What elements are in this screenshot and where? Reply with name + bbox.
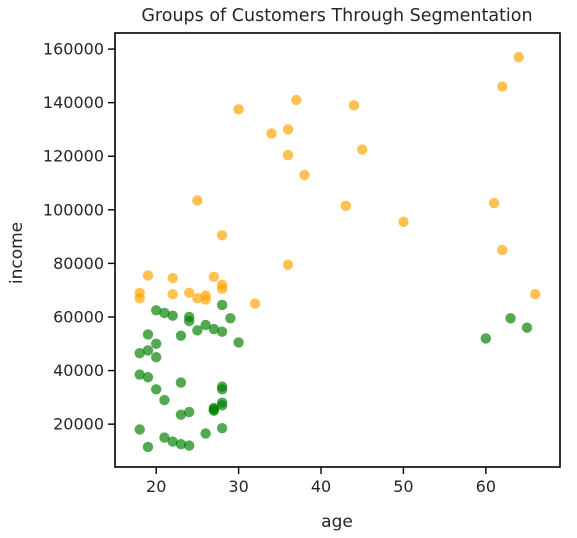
y-axis-label: income xyxy=(7,222,27,284)
data-point-series-0-21 xyxy=(299,169,310,181)
data-point-series-0-25 xyxy=(398,216,409,228)
data-point-series-1-4 xyxy=(142,345,154,356)
data-point-series-1-21 xyxy=(183,315,195,327)
data-point-series-1-7 xyxy=(151,305,162,316)
data-point-series-1-22 xyxy=(183,406,195,418)
data-point-series-0-16 xyxy=(266,128,277,139)
data-point-series-0-12 xyxy=(216,283,228,295)
data-point-series-1-32 xyxy=(216,326,228,337)
data-point-series-1-13 xyxy=(159,432,170,443)
data-point-series-1-30 xyxy=(208,405,220,416)
data-point-series-1-19 xyxy=(175,439,187,450)
data-point-series-0-2 xyxy=(142,270,154,281)
data-point-series-0-20 xyxy=(291,94,302,106)
data-point-series-1-1 xyxy=(134,369,145,380)
y-tick-label: 160000 xyxy=(43,40,104,59)
data-point-series-0-30 xyxy=(530,289,541,300)
data-point-series-0-18 xyxy=(282,149,294,161)
x-tick-label: 60 xyxy=(476,477,496,496)
data-point-series-1-11 xyxy=(159,307,170,319)
data-point-series-1-23 xyxy=(183,440,195,451)
data-point-series-0-27 xyxy=(497,81,508,92)
data-point-series-0-5 xyxy=(183,287,195,299)
y-tick-label: 140000 xyxy=(43,93,104,112)
data-point-series-1-10 xyxy=(151,384,162,395)
data-point-series-1-42 xyxy=(521,322,533,333)
data-point-series-0-22 xyxy=(340,200,351,211)
data-point-series-1-12 xyxy=(159,394,170,406)
data-point-series-1-15 xyxy=(167,436,178,447)
data-point-series-1-8 xyxy=(151,338,162,349)
x-tick-label: 20 xyxy=(146,477,166,496)
y-tick-label: 40000 xyxy=(53,361,104,380)
data-point-series-1-14 xyxy=(167,310,178,321)
x-tick-label: 30 xyxy=(228,477,248,496)
data-point-series-0-1 xyxy=(134,293,145,304)
data-point-series-1-5 xyxy=(142,372,154,383)
data-point-series-0-29 xyxy=(513,51,524,63)
y-tick-label: 100000 xyxy=(43,200,104,219)
data-point-series-1-34 xyxy=(216,384,228,395)
data-point-series-1-26 xyxy=(200,428,211,439)
x-axis-label: age xyxy=(321,512,353,532)
x-tick-label: 50 xyxy=(393,477,413,496)
data-point-series-1-2 xyxy=(134,424,145,435)
y-tick-label: 20000 xyxy=(53,415,104,434)
data-point-series-0-15 xyxy=(249,298,261,309)
data-point-series-0-24 xyxy=(357,144,368,155)
points-layer xyxy=(134,51,541,453)
axes-layer: 20 30 40 50 60 20000 40000 60000 80000 100000 1200… xyxy=(43,32,561,496)
data-point-series-1-27 xyxy=(208,323,220,335)
data-point-series-1-36 xyxy=(216,400,228,411)
data-point-series-1-3 xyxy=(142,329,154,340)
data-point-series-1-39 xyxy=(233,337,244,348)
data-point-series-0-9 xyxy=(200,294,211,305)
data-point-series-1-24 xyxy=(192,325,203,336)
y-tick-label: 120000 xyxy=(43,147,104,166)
data-point-series-1-37 xyxy=(216,422,228,434)
data-point-series-0-7 xyxy=(192,195,203,206)
y-tick-label: 60000 xyxy=(53,307,104,326)
data-point-series-0-19 xyxy=(282,259,294,270)
data-point-series-1-0 xyxy=(134,347,145,359)
data-point-series-1-38 xyxy=(225,313,236,324)
data-point-series-0-13 xyxy=(216,230,228,241)
data-point-series-1-25 xyxy=(200,319,211,331)
data-point-series-0-17 xyxy=(282,124,294,135)
data-point-series-1-17 xyxy=(175,377,187,388)
data-point-series-0-23 xyxy=(348,100,360,111)
data-point-series-0-4 xyxy=(167,289,178,300)
x-tick-label: 40 xyxy=(311,477,331,496)
data-point-series-1-6 xyxy=(142,441,154,453)
data-point-series-1-9 xyxy=(151,351,162,363)
data-point-series-0-28 xyxy=(497,244,508,256)
data-point-series-0-3 xyxy=(167,272,178,284)
data-point-series-1-40 xyxy=(480,333,492,344)
data-point-series-0-14 xyxy=(233,104,244,115)
data-point-series-1-16 xyxy=(175,330,187,341)
data-point-series-0-6 xyxy=(192,293,203,304)
data-point-series-1-41 xyxy=(505,313,516,324)
y-tick-label: 80000 xyxy=(53,254,104,273)
plot-frame xyxy=(114,32,561,468)
data-point-series-0-10 xyxy=(208,271,220,282)
data-point-series-0-26 xyxy=(488,197,500,209)
data-point-series-1-18 xyxy=(175,409,187,420)
chart-title: Groups of Customers Through Segmentation xyxy=(141,6,532,26)
data-point-series-1-31 xyxy=(216,299,228,311)
